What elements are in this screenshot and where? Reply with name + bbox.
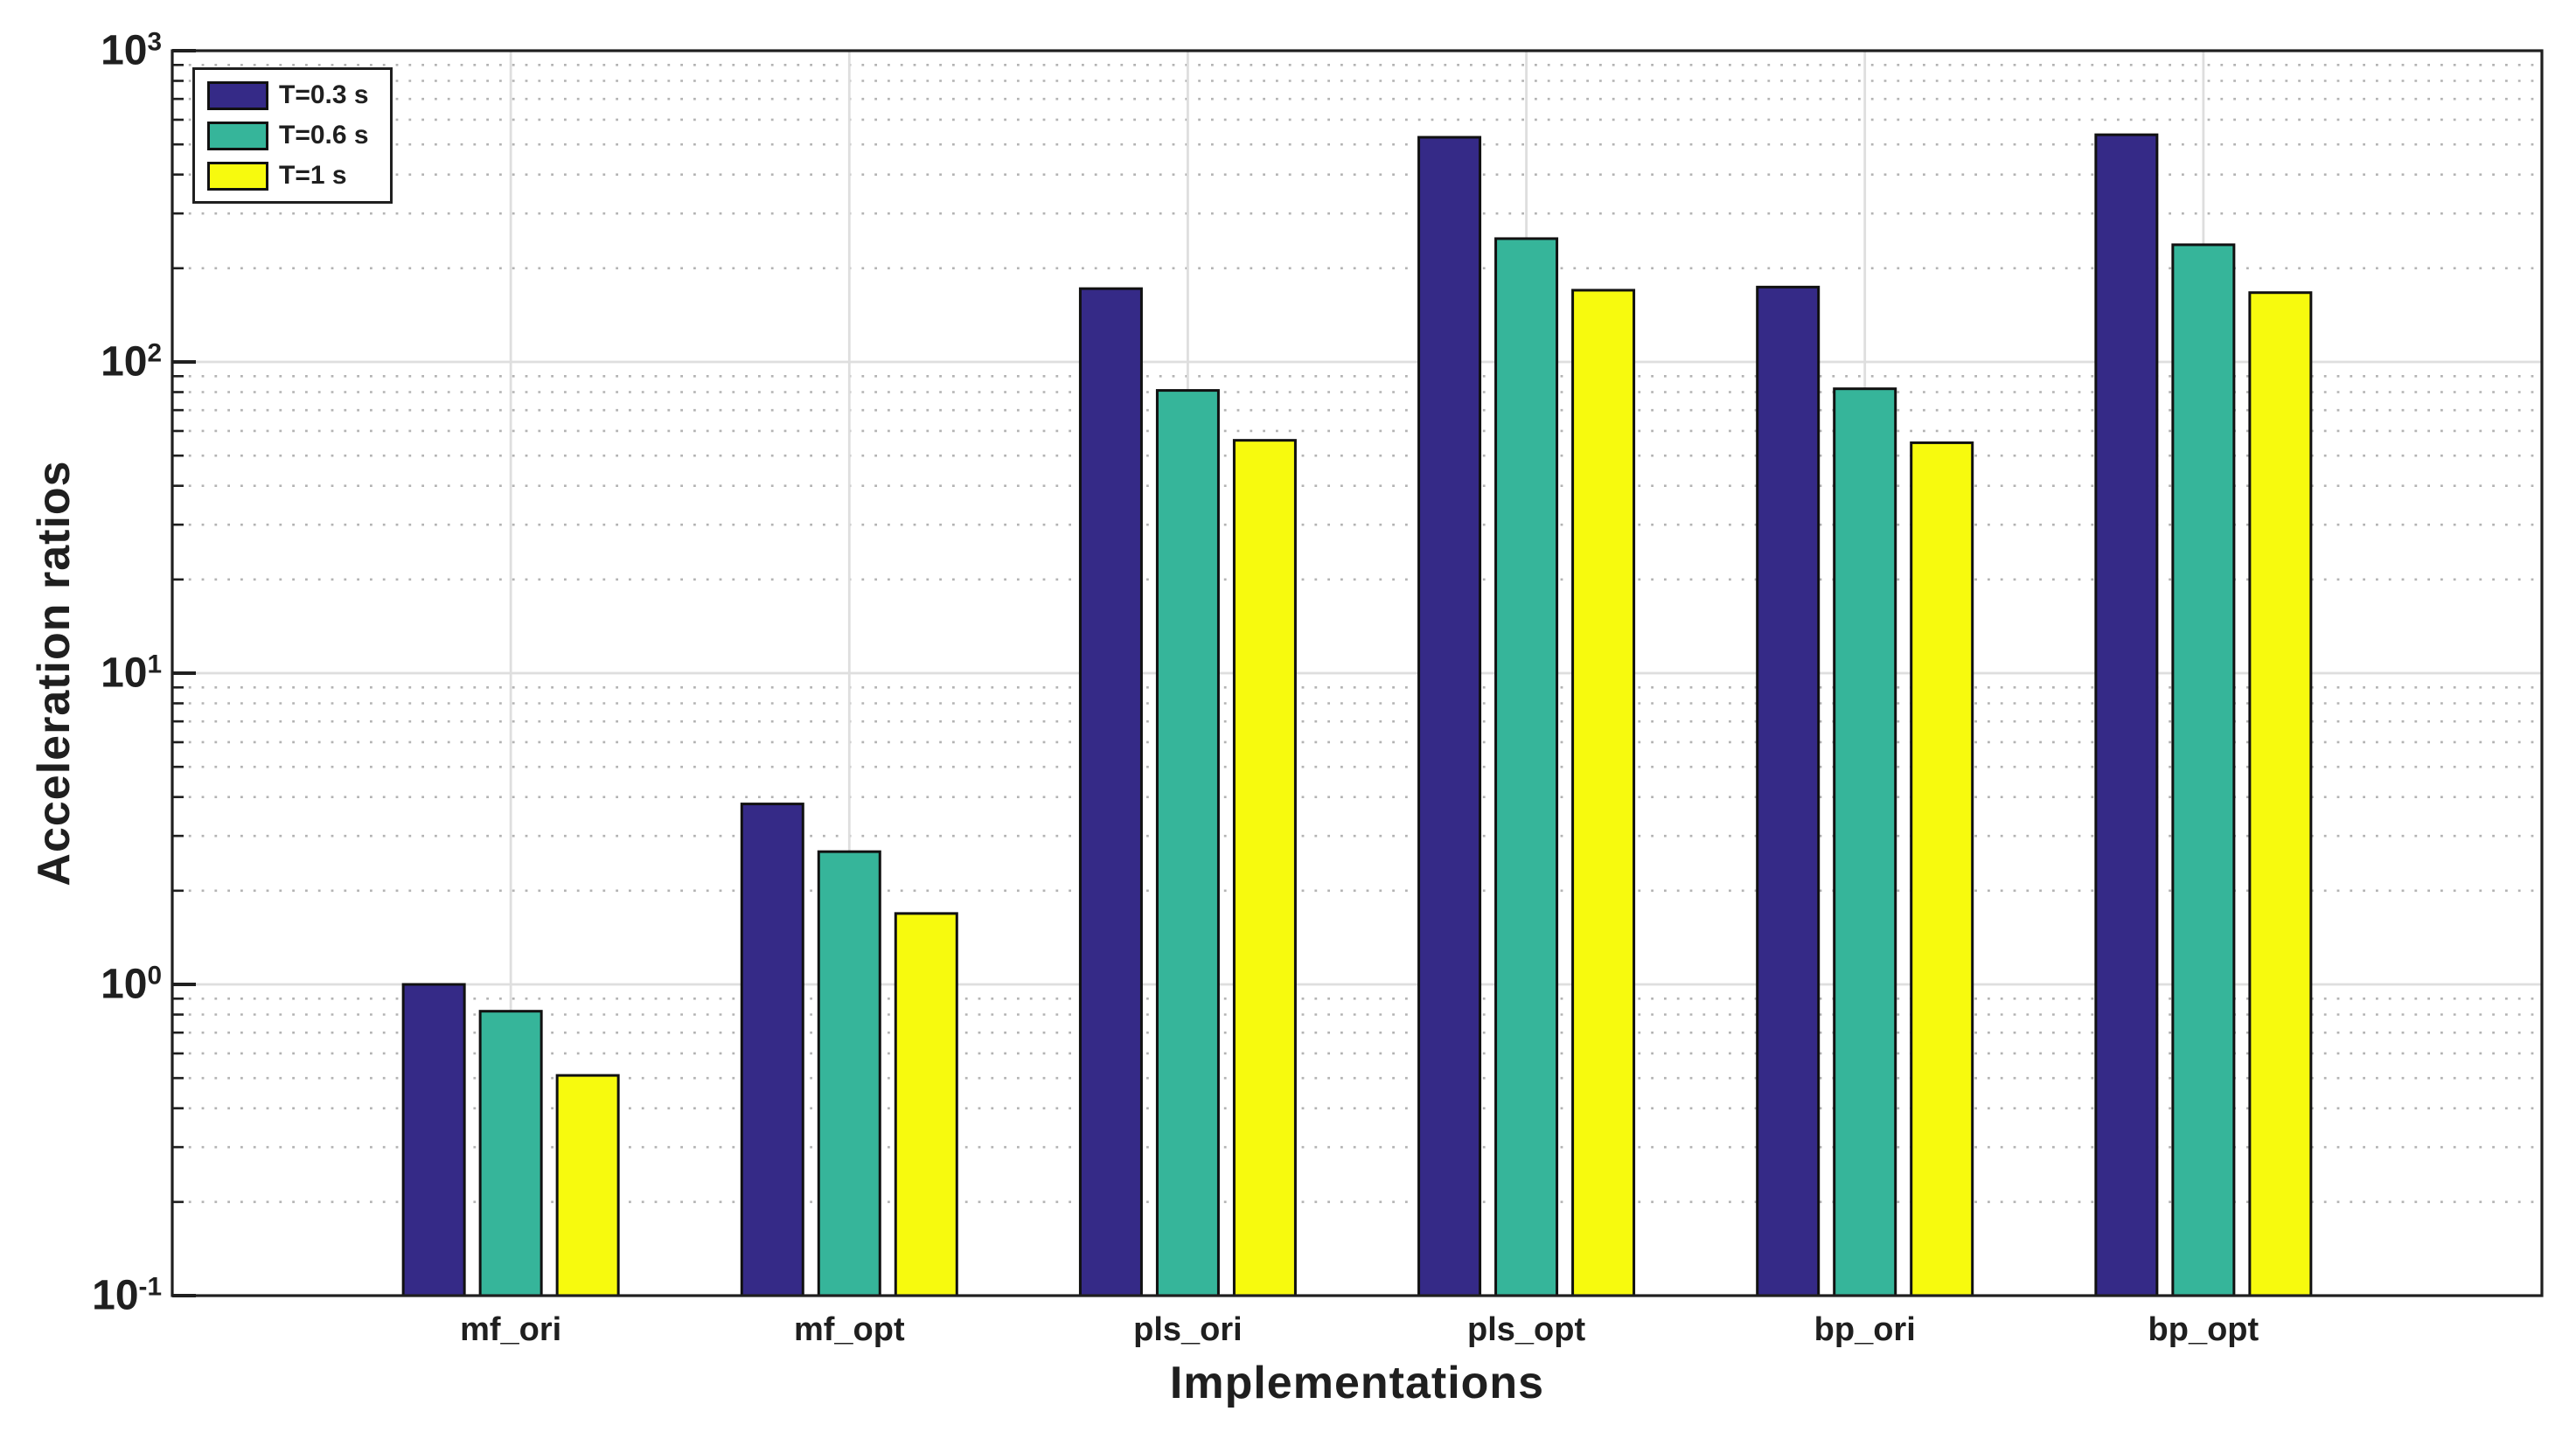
- bar-mf_opt-T0.3s: [740, 803, 804, 1297]
- bar-bp_opt-T1s: [2248, 291, 2313, 1297]
- x-axis-label: Implementations: [1169, 1358, 1545, 1408]
- bar-mf_ori-T0.6s: [478, 1010, 543, 1297]
- bar-bp_opt-T0.6s: [2171, 243, 2236, 1297]
- bar-bp_opt-T0.3s: [2094, 133, 2159, 1297]
- legend-item-1: T=0.6 s: [207, 121, 369, 150]
- axes-box: [171, 49, 2544, 1297]
- legend-label: T=0.3 s: [279, 80, 369, 109]
- y-tick-label-10e2: 102: [101, 338, 162, 386]
- x-tick-label-pls_ori: pls_ori: [1133, 1311, 1243, 1348]
- legend-swatch-icon: [207, 80, 268, 110]
- bar-bp_ori-T1s: [1910, 441, 1974, 1297]
- bar-mf_opt-T0.6s: [817, 850, 881, 1297]
- bar-bp_ori-T0.3s: [1756, 285, 1821, 1297]
- x-tick-label-mf_ori: mf_ori: [460, 1311, 562, 1348]
- legend-item-2: T=1 s: [207, 161, 369, 191]
- y-tick-label-10e1: 101: [101, 650, 162, 697]
- x-tick-label-bp_opt: bp_opt: [2148, 1311, 2259, 1348]
- bar-bp_ori-T0.6s: [1833, 387, 1897, 1297]
- x-tick-label-pls_opt: pls_opt: [1467, 1311, 1586, 1348]
- y-tick-label-10e-1: 10-1: [92, 1272, 162, 1319]
- legend-item-0: T=0.3 s: [207, 80, 369, 110]
- bar-pls_opt-T0.6s: [1494, 237, 1559, 1297]
- bar-mf_ori-T1s: [555, 1074, 620, 1297]
- legend-swatch-icon: [207, 121, 268, 150]
- legend-label: T=0.6 s: [279, 121, 369, 149]
- bar-pls_opt-T0.3s: [1417, 136, 1482, 1297]
- legend-swatch-icon: [207, 161, 268, 191]
- legend-label: T=1 s: [279, 161, 347, 190]
- bar-mf_opt-T1s: [894, 912, 958, 1297]
- y-tick-label-10e0: 100: [101, 961, 162, 1008]
- x-tick-label-bp_ori: bp_ori: [1814, 1311, 1916, 1348]
- y-tick-label-10e3: 103: [101, 27, 162, 74]
- x-tick-label-mf_opt: mf_opt: [793, 1311, 905, 1348]
- bar-pls_opt-T1s: [1571, 289, 1636, 1297]
- bar-pls_ori-T0.6s: [1155, 389, 1220, 1297]
- legend: T=0.3 s T=0.6 s T=1 s: [192, 67, 393, 204]
- bar-pls_ori-T1s: [1232, 439, 1297, 1297]
- bar-pls_ori-T0.3s: [1078, 287, 1143, 1297]
- bar-mf_ori-T0.3s: [401, 983, 466, 1297]
